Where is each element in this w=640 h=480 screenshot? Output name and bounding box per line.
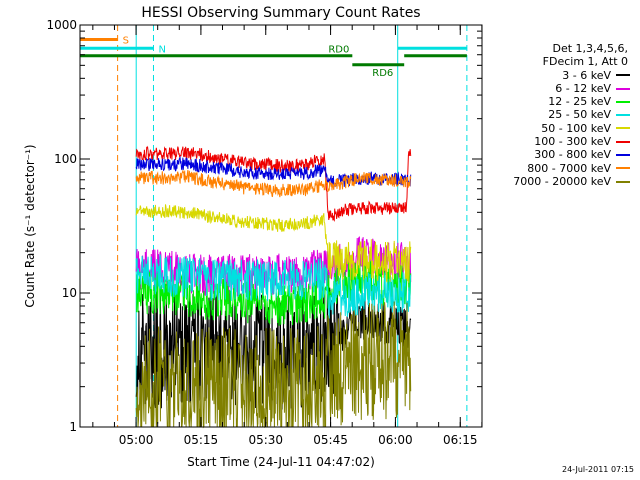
- flag-label-rd0: RD0: [328, 45, 349, 56]
- plot-frame: [79, 24, 483, 428]
- legend-swatch: [616, 127, 630, 130]
- legend-items: 3 - 6 keV 6 - 12 keV 12 - 25 keV 25 - 50 ke…: [486, 69, 630, 189]
- y-tick-label-2: 100: [54, 152, 77, 166]
- legend-label: 12 - 25 keV: [548, 95, 611, 109]
- legend-item-4: 25 - 50 keV: [486, 108, 630, 121]
- x-tick-label-2: 05:30: [248, 433, 283, 447]
- x-tick-label-4: 06:00: [378, 433, 413, 447]
- legend-item-8: 800 - 7000 keV: [486, 162, 630, 175]
- legend-label: 100 - 300 keV: [534, 135, 611, 149]
- legend-item-2: 6 - 12 keV: [486, 82, 630, 95]
- legend-header-line-2: FDecim 1, Att 0: [542, 55, 628, 69]
- flag-label-s: S: [123, 35, 129, 46]
- series-line-5: [135, 204, 412, 283]
- legend-item-5: 50 - 100 keV: [486, 122, 630, 135]
- legend-swatch: [616, 167, 630, 170]
- legend-swatch: [616, 154, 630, 157]
- legend: Det 1,3,4,5,6, FDecim 1, Att 0 3 - 6 keV…: [486, 42, 630, 188]
- series-line-4: [135, 254, 412, 319]
- flag-bars: S N RD0 RD6: [80, 35, 467, 79]
- legend-swatch: [616, 74, 630, 77]
- flag-label-n: N: [158, 44, 165, 55]
- legend-swatch: [616, 180, 630, 183]
- legend-label: 800 - 7000 keV: [527, 161, 611, 175]
- series-lines: [135, 145, 412, 429]
- legend-label: 300 - 800 keV: [534, 148, 611, 162]
- chart-title: HESSI Observing Summary Count Rates: [141, 5, 420, 21]
- legend-label: 50 - 100 keV: [541, 121, 611, 135]
- legend-label: 6 - 12 keV: [555, 81, 611, 95]
- legend-item-3: 12 - 25 keV: [486, 95, 630, 108]
- y-axis-label: Count Rate (s⁻¹ detector⁻¹): [23, 144, 37, 307]
- series-line-6: [135, 145, 412, 223]
- x-tick-label-0: 05:00: [119, 433, 154, 447]
- legend-item-9: 7000 - 20000 keV: [486, 175, 630, 188]
- legend-swatch: [616, 87, 630, 90]
- x-axis-label: Start Time (24-Jul-11 04:47:02): [187, 455, 375, 469]
- legend-label: 25 - 50 keV: [548, 108, 611, 122]
- y-tick-label-1: 10: [62, 286, 77, 300]
- x-axis-ticks: 05:00 05:15 05:30 05:45 06:00 06:15: [92, 25, 483, 447]
- legend-label: 3 - 6 keV: [562, 68, 611, 82]
- x-tick-label-1: 05:15: [184, 433, 219, 447]
- x-tick-label-3: 05:45: [313, 433, 348, 447]
- legend-header-line-1: Det 1,3,4,5,6,: [552, 42, 628, 55]
- legend-item-6: 100 - 300 keV: [486, 135, 630, 148]
- legend-item-1: 3 - 6 keV: [486, 69, 630, 82]
- legend-item-7: 300 - 800 keV: [486, 148, 630, 161]
- plot-timestamp: 24-Jul-2011 07:15: [561, 465, 634, 474]
- legend-swatch: [616, 100, 630, 103]
- y-axis-ticks: 1 10 100 1000: [46, 18, 482, 434]
- series-line-8: [135, 169, 412, 198]
- y-tick-label-0: 1: [69, 420, 77, 434]
- legend-swatch: [616, 114, 630, 117]
- x-tick-label-5: 06:15: [443, 433, 478, 447]
- legend-swatch: [616, 140, 630, 143]
- legend-label: 7000 - 20000 keV: [513, 174, 611, 188]
- flag-label-rd6: RD6: [372, 68, 393, 79]
- y-tick-label-3: 1000: [46, 18, 77, 32]
